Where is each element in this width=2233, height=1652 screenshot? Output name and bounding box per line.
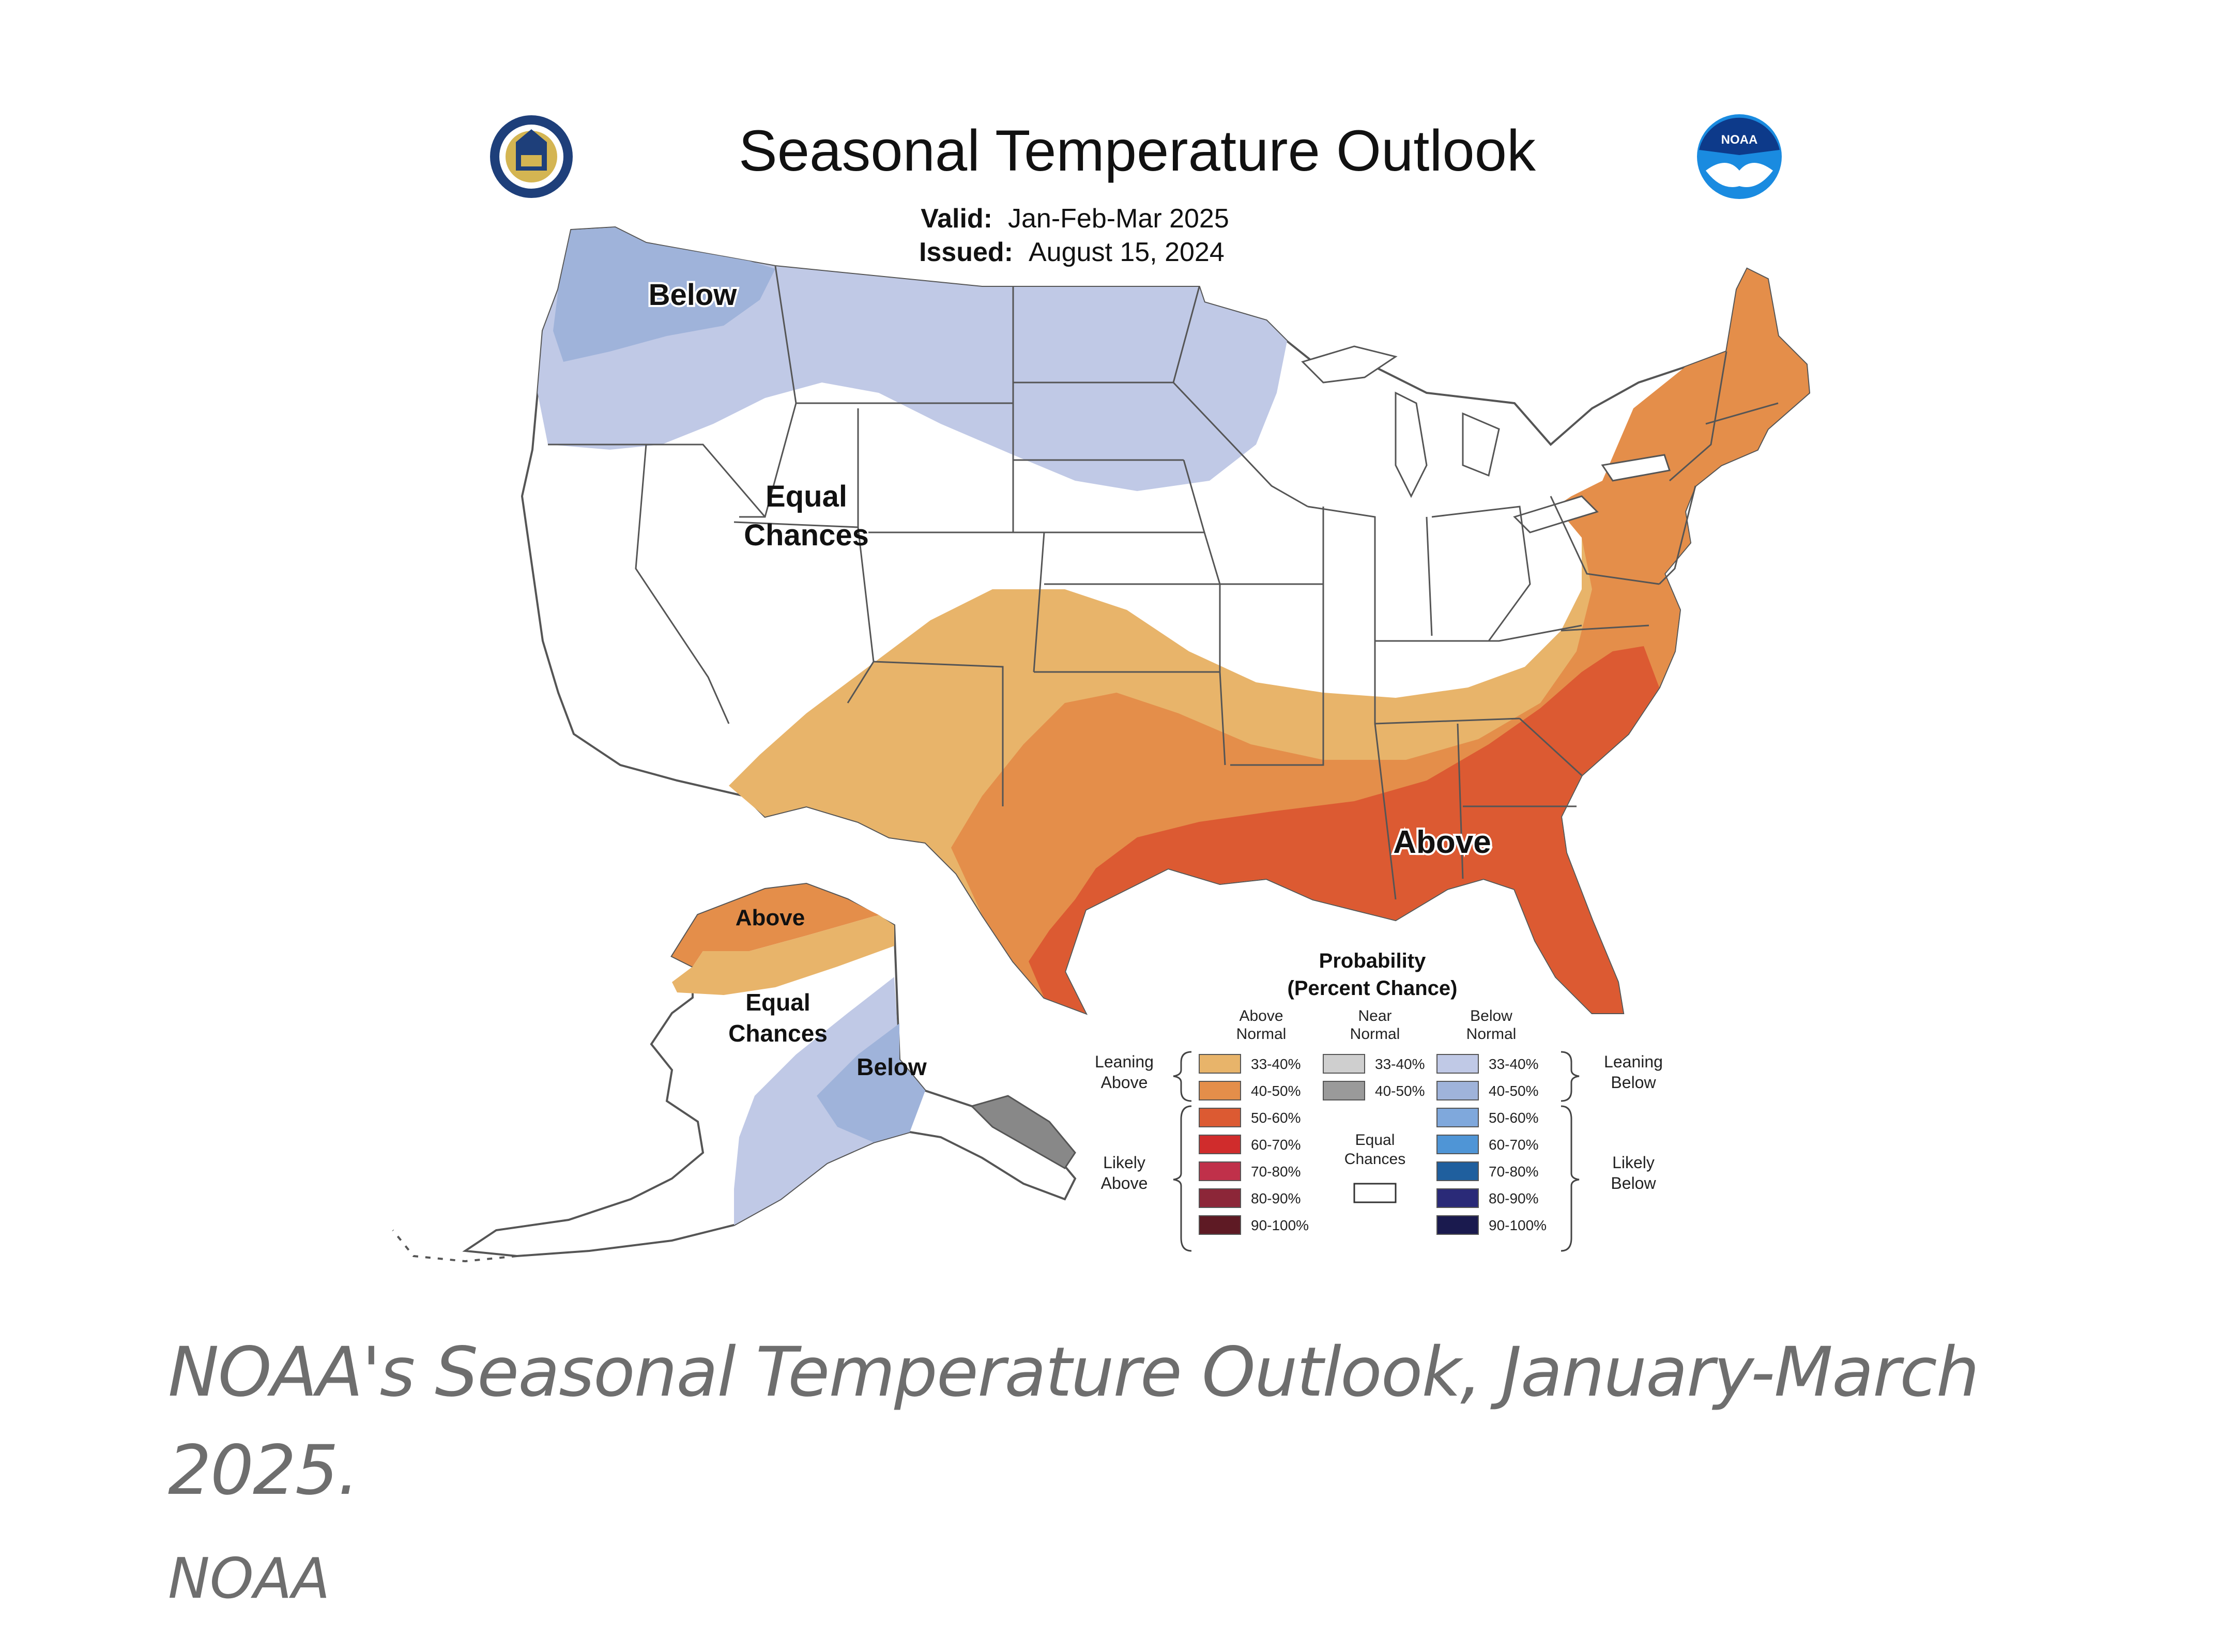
- legend-above-swatch: [1199, 1215, 1241, 1235]
- legend-above-swatch: [1199, 1054, 1241, 1074]
- department-of-commerce-seal-icon: [490, 115, 573, 198]
- legend-likely-above-2: Above: [1101, 1174, 1148, 1192]
- legend-below-label: 80-90%: [1489, 1190, 1539, 1206]
- below-40-50-region: [553, 227, 775, 362]
- legend-above-label: 70-80%: [1251, 1164, 1301, 1180]
- legend-above-label: 90-100%: [1251, 1217, 1309, 1233]
- region-label-above: Above: [1393, 824, 1491, 860]
- legend-above-label: 60-70%: [1251, 1137, 1301, 1153]
- legend-below-swatch: [1436, 1188, 1479, 1208]
- legend-equal-2: Chances: [1344, 1151, 1405, 1168]
- legend-near-swatch: [1323, 1054, 1365, 1074]
- legend-title-line1: Probability: [1319, 950, 1426, 972]
- legend-above-swatches: 33-40% 40-50% 50-60% 60-70% 70-80% 80-90% 90-1…: [1199, 1054, 1309, 1235]
- legend-below-label: 40-50%: [1489, 1083, 1539, 1099]
- legend-braces: [1173, 1051, 1580, 1252]
- noaa-logo-text: NOAA: [1721, 133, 1758, 147]
- noaa-logo-icon: NOAA: [1697, 114, 1782, 199]
- legend-above-label: 33-40%: [1251, 1056, 1301, 1072]
- alaska-label-equal-line1: Equal: [745, 989, 810, 1016]
- legend-likely-below-1: Likely: [1612, 1153, 1655, 1172]
- legend-near-swatches: 33-40% 40-50%: [1323, 1054, 1425, 1100]
- conus-map: Below Equal Chances Above: [521, 226, 1811, 1015]
- alaska-label-above: Above: [736, 905, 805, 930]
- alaska-map: Above Equal Chances Below: [392, 882, 1077, 1263]
- issued-value: August 15, 2024: [1029, 237, 1225, 267]
- alaska-above-33-40: [672, 915, 894, 995]
- legend-below-swatch: [1436, 1135, 1479, 1154]
- legend-below-label: 33-40%: [1489, 1056, 1539, 1072]
- legend-above-swatch: [1199, 1188, 1241, 1208]
- outlook-map: Below Equal Chances Above Above Equal Ch…: [392, 114, 1811, 1263]
- legend-col-below-1: Below: [1470, 1007, 1512, 1024]
- alaska-label-below: Below: [857, 1053, 927, 1080]
- figure-caption: NOAA's Seasonal Temperature Outlook, Jan…: [168, 1333, 1979, 1510]
- legend-likely-above-1: Likely: [1103, 1153, 1145, 1172]
- legend-near-label: 40-50%: [1375, 1083, 1425, 1099]
- legend-col-below-2: Normal: [1466, 1026, 1517, 1043]
- great-lakes: [1301, 345, 1671, 533]
- legend-likely-below-2: Below: [1611, 1174, 1656, 1192]
- issued-label: Issued:: [919, 237, 1013, 267]
- legend-col-near-1: Near: [1358, 1007, 1391, 1024]
- legend-near-label: 33-40%: [1375, 1056, 1425, 1072]
- legend-below-label: 50-60%: [1489, 1110, 1539, 1126]
- legend-below-label: 70-80%: [1489, 1164, 1539, 1180]
- legend-below-label: 60-70%: [1489, 1137, 1539, 1153]
- above-50-60-region: [1029, 646, 1659, 1013]
- valid-value: Jan-Feb-Mar 2025: [1008, 204, 1229, 234]
- legend-below-label: 90-100%: [1489, 1217, 1547, 1233]
- figure-credit: NOAA: [168, 1547, 330, 1611]
- legend-below-swatch: [1436, 1215, 1479, 1235]
- above-40-50-region: [951, 269, 1809, 1013]
- alaska-above-40-50: [672, 884, 879, 967]
- legend-near-swatch: [1323, 1081, 1365, 1100]
- aleutian-islands: [392, 1229, 517, 1263]
- legend-below-swatch: [1436, 1161, 1479, 1181]
- region-label-equal-line1: Equal: [766, 480, 847, 513]
- legend-above-swatch: [1199, 1108, 1241, 1127]
- legend-above-swatch: [1199, 1161, 1241, 1181]
- legend-leaning-below-2: Below: [1611, 1073, 1656, 1092]
- region-label-equal-line2: Chances: [744, 518, 869, 552]
- legend-above-swatch: [1199, 1081, 1241, 1100]
- seasonal-outlook-figure: Below Equal Chances Above Above Equal Ch…: [168, 114, 1979, 1611]
- valid-label: Valid:: [921, 204, 992, 234]
- map-title: Seasonal Temperature Outlook: [739, 118, 1536, 183]
- legend-title-line2: (Percent Chance): [1288, 977, 1458, 1000]
- legend-above-label: 50-60%: [1251, 1110, 1301, 1126]
- probability-legend: Probability (Percent Chance) Above Norma…: [1095, 950, 1663, 1252]
- legend-equal-chances-swatch: [1353, 1183, 1397, 1203]
- legend-below-swatches: 33-40% 40-50% 50-60% 60-70% 70-80% 80-90% 90-1…: [1436, 1054, 1547, 1235]
- legend-leaning-above-2: Above: [1101, 1073, 1148, 1092]
- alaska-panhandle: [970, 1095, 1076, 1169]
- legend-equal-1: Equal: [1355, 1131, 1395, 1149]
- legend-col-near-2: Normal: [1350, 1026, 1400, 1043]
- legend-above-label: 40-50%: [1251, 1083, 1301, 1099]
- legend-below-swatch: [1436, 1081, 1479, 1100]
- legend-col-above-2: Normal: [1236, 1026, 1287, 1043]
- legend-above-label: 80-90%: [1251, 1190, 1301, 1206]
- alaska-label-equal-line2: Chances: [728, 1020, 828, 1047]
- state-boundaries: [548, 266, 1779, 900]
- map-header: Seasonal Temperature Outlook NOAA Valid:…: [490, 114, 1782, 267]
- legend-below-swatch: [1436, 1054, 1479, 1074]
- legend-below-swatch: [1436, 1108, 1479, 1127]
- legend-col-above-1: Above: [1239, 1007, 1283, 1024]
- region-label-below: Below: [649, 278, 738, 312]
- legend-leaning-below-1: Leaning: [1604, 1052, 1663, 1071]
- alaska-below-40-50: [817, 1023, 925, 1142]
- legend-leaning-above-1: Leaning: [1095, 1052, 1154, 1071]
- legend-above-swatch: [1199, 1135, 1241, 1154]
